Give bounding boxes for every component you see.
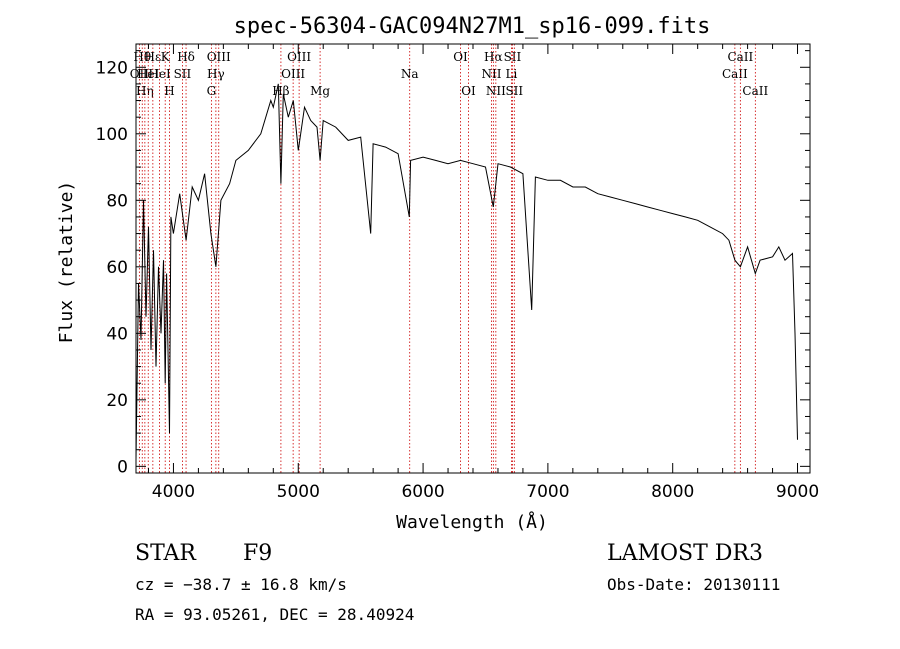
spectral-line-label-28: CaII [742,84,768,98]
spectral-line-label-24: SII [504,50,522,64]
x-tick-label-6000: 6000 [401,482,444,502]
spectral-line-label-5: HeI [148,67,171,81]
y-tick-label-60: 60 [106,258,128,278]
y-tick-label-0: 0 [117,457,128,477]
spectral-line-label-9: Hδ [177,50,195,64]
redshift-velocity: cz = −38.7 ± 16.8 km/s [135,575,347,594]
y-tick-label-20: 20 [106,391,128,411]
x-tick-label-5000: 5000 [277,482,320,502]
spectral-line-label-20: NII [481,67,501,81]
spectral-line-label-11: Hγ [207,67,225,81]
chart-title: spec-56304-GAC094N27M1_sp16-099.fits [234,14,711,39]
subclass: F9 [243,541,272,566]
spectral-line-label-2: Hη [136,84,154,98]
object-class: STAR [135,541,197,566]
x-tick-label-8000: 8000 [651,482,694,502]
y-tick-label-80: 80 [106,191,128,211]
spectral-line-label-13: Hβ [272,84,289,98]
x-tick-label-7000: 7000 [526,482,569,502]
spectral-line-label-8: SII [174,67,192,81]
spectral-line-label-22: NII [486,84,506,98]
coordinates: RA = 93.05261, DEC = 28.40924 [135,605,414,624]
observation-date: Obs-Date: 20130111 [607,575,780,594]
spectral-line-label-14: OIII [281,67,305,81]
x-tick-label-9000: 9000 [776,482,819,502]
x-axis-label: Wavelength (Å) [396,511,548,533]
spectral-line-label-0: OII [130,67,150,81]
spectral-line-label-3: HeI [137,67,160,81]
spectral-line-label-18: OI [453,50,468,64]
spectral-line-label-16: Mg [310,84,330,98]
spectral-line-label-7: H [164,84,174,98]
spectrum-line [135,83,798,460]
spectral-line-label-6: K [161,50,171,64]
spectral-line-label-10: G [207,84,217,98]
spectral-line-label-4: Hε [145,50,162,64]
spectral-line-label-25: SII [505,84,523,98]
spectral-line-label-19: OI [461,84,476,98]
spectral-line-label-27: CaII [727,50,753,64]
plot-frame [135,43,811,474]
spectral-line-label-23: Li [506,67,518,81]
spectral-line-label-1: Hθ [133,50,151,64]
spectral-line-label-26: CaII [722,67,748,81]
survey-name: LAMOST DR3 [607,541,763,566]
spectral-line-label-12: OIII [207,50,231,64]
spectral-line-label-17: Na [401,67,419,81]
y-tick-label-100: 100 [96,125,128,145]
axis-ticks: 4000 5000 6000 7000 8000 9000 0 20 40 60 80 100 120 [96,44,819,502]
spectral-line-label-15: OIII [287,50,311,64]
x-tick-label-4000: 4000 [152,482,195,502]
y-tick-label-120: 120 [96,58,128,78]
spectral-line-markers: OIIHθHηHeIHεHeIKHSIIHδGHγOIIIHβOIIIOIIIM… [130,44,768,473]
spectral-line-label-21: Hα [484,50,503,64]
y-axis-label: Flux (relative) [56,181,77,344]
y-tick-label-40: 40 [106,324,128,344]
